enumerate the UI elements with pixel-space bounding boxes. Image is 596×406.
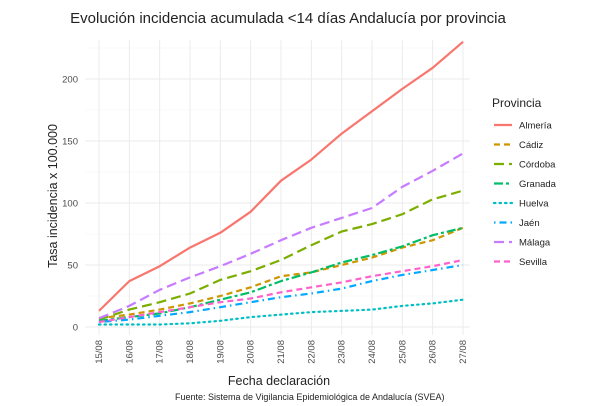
x-tick-label: 24/08 <box>367 340 378 364</box>
y-axis-ticks: 0 50 100 150 200 <box>62 75 78 334</box>
series-line <box>97 298 465 326</box>
legend-label: Granada <box>519 179 557 190</box>
legend-label: Córdoba <box>519 160 556 171</box>
source-caption: Fuente: Sistema de Vigilancia Epidemioló… <box>175 392 445 402</box>
legend-label: Málaga <box>519 238 551 249</box>
series-line <box>98 152 464 320</box>
x-tick-label: 20/08 <box>246 340 257 364</box>
x-tick-label: 21/08 <box>276 340 287 364</box>
x-tick-label: 25/08 <box>397 340 408 364</box>
legend-item: Huelva <box>492 199 549 210</box>
legend-label: Cádiz <box>519 140 544 151</box>
x-tick-label: 18/08 <box>185 340 196 364</box>
legend-item: Cádiz <box>494 140 544 151</box>
x-tick-label: 22/08 <box>306 340 317 364</box>
y-tick-label: 150 <box>62 137 78 148</box>
y-tick-label: 100 <box>62 199 78 210</box>
series-line <box>98 263 464 324</box>
legend: Provincia Almería Cádiz Córdoba Granada Huel… <box>492 96 557 268</box>
x-axis-ticks: 15/08 16/08 17/08 18/08 19/08 20/08 21/08 22/08… <box>94 340 469 364</box>
x-axis-title: Fecha declaración <box>228 374 330 388</box>
series-line <box>98 226 464 320</box>
legend-item: Granada <box>494 179 557 190</box>
series-line <box>98 189 464 321</box>
y-tick-label: 0 <box>73 323 78 334</box>
legend-item: Jaén <box>494 218 540 229</box>
legend-items: Almería Cádiz Córdoba Granada Huelva Jaén Mála… <box>492 121 557 268</box>
x-tick-label: 27/08 <box>458 340 469 364</box>
legend-item: Málaga <box>494 238 551 249</box>
series-line <box>98 40 464 312</box>
legend-item: Almería <box>494 121 552 132</box>
x-tick-label: 16/08 <box>124 340 135 364</box>
x-tick-label: 15/08 <box>94 340 105 364</box>
legend-label: Sevilla <box>519 257 548 268</box>
x-tick-label: 19/08 <box>215 340 226 364</box>
x-tick-label: 23/08 <box>337 340 348 364</box>
y-axis-title: Tasa incidencia x 100.000 <box>46 124 60 268</box>
x-tick-label: 17/08 <box>155 340 166 364</box>
plot-grid <box>85 40 470 335</box>
legend-item: Sevilla <box>494 257 548 268</box>
legend-label: Jaén <box>519 218 540 229</box>
x-tick-label: 26/08 <box>428 340 439 364</box>
legend-title: Provincia <box>492 96 542 110</box>
series-lines <box>97 40 465 326</box>
y-tick-label: 200 <box>62 75 78 86</box>
y-tick-label: 50 <box>67 261 78 272</box>
legend-item: Córdoba <box>494 160 556 171</box>
legend-label: Almería <box>519 121 552 132</box>
chart-title: Evolución incidencia acumulada <14 días … <box>70 10 506 27</box>
legend-label: Huelva <box>519 199 549 210</box>
series-line <box>98 226 464 322</box>
series-line <box>98 258 464 324</box>
